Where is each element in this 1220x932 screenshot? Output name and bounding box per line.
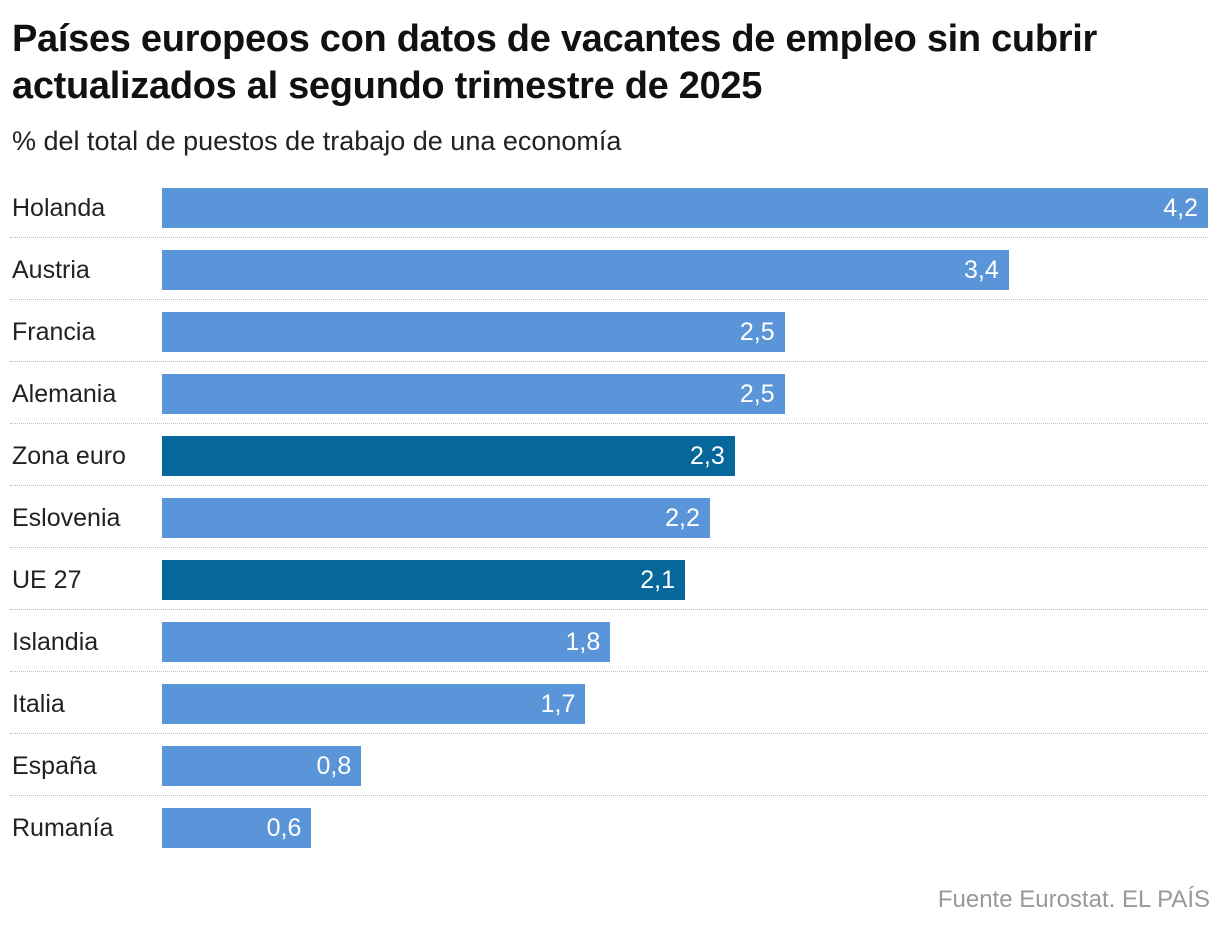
bar-row: Zona euro 2,3	[0, 436, 1220, 498]
bar-row: Islandia 1,8	[0, 622, 1220, 684]
row-separator	[10, 547, 1208, 548]
data-label: 0,8	[316, 752, 352, 780]
data-label: 0,6	[266, 814, 302, 842]
category-label: UE 27	[12, 566, 82, 594]
category-label: Eslovenia	[12, 504, 121, 532]
chart-title: Países europeos con datos de vacantes de…	[12, 18, 1097, 107]
data-label: 2,5	[739, 318, 775, 346]
data-label: 2,3	[690, 442, 725, 470]
row-separator	[10, 485, 1208, 486]
bar: 4,2	[162, 188, 1208, 228]
data-label: 3,4	[963, 256, 999, 284]
bar: 0,8	[162, 746, 362, 786]
category-label: Austria	[12, 256, 90, 284]
bar: 2,5	[162, 374, 785, 414]
data-label: 4,2	[1163, 194, 1198, 222]
data-label: 1,7	[540, 690, 576, 718]
bar-row: Eslovenia 2,2	[0, 498, 1220, 560]
bar-row: Rumanía 0,6	[0, 808, 1220, 870]
row-separator	[10, 361, 1208, 362]
bar-row: España 0,8	[0, 746, 1220, 808]
data-label: 2,5	[739, 380, 775, 408]
source-note: Fuente Eurostat. EL PAÍS	[937, 886, 1210, 913]
category-label: Islandia	[12, 628, 99, 656]
category-label: Francia	[12, 318, 96, 346]
bar-row: Holanda 4,2	[0, 188, 1220, 250]
row-separator	[10, 423, 1208, 424]
bar: 2,5	[162, 312, 785, 352]
category-label: Holanda	[12, 194, 106, 222]
bar-row: Alemania 2,5	[0, 374, 1220, 436]
row-separator	[10, 795, 1208, 796]
bar: 2,2	[162, 498, 710, 538]
bar: 3,4	[162, 250, 1009, 290]
bar: 2,3	[162, 436, 735, 476]
bar: 2,1	[162, 560, 685, 600]
category-label: España	[12, 752, 97, 780]
bar: 0,6	[162, 808, 312, 848]
row-separator	[10, 609, 1208, 610]
row-separator	[10, 299, 1208, 300]
category-label: Zona euro	[12, 442, 126, 470]
data-label: 2,2	[665, 504, 700, 532]
bar: 1,8	[162, 622, 611, 662]
bar-row: Francia 2,5	[0, 312, 1220, 374]
data-label: 1,8	[565, 628, 601, 656]
category-label: Italia	[12, 690, 65, 718]
bar: 1,7	[162, 684, 586, 724]
bar-row: Italia 1,7	[0, 684, 1220, 746]
category-label: Rumanía	[12, 814, 114, 842]
chart-subtitle: % del total de puestos de trabajo de una…	[12, 126, 622, 156]
category-label: Alemania	[12, 380, 117, 408]
row-separator	[10, 733, 1208, 734]
row-separator	[10, 237, 1208, 238]
bar-row: UE 27 2,1	[0, 560, 1220, 622]
row-separator	[10, 671, 1208, 672]
data-label: 2,1	[640, 566, 675, 594]
bar-row: Austria 3,4	[0, 250, 1220, 312]
